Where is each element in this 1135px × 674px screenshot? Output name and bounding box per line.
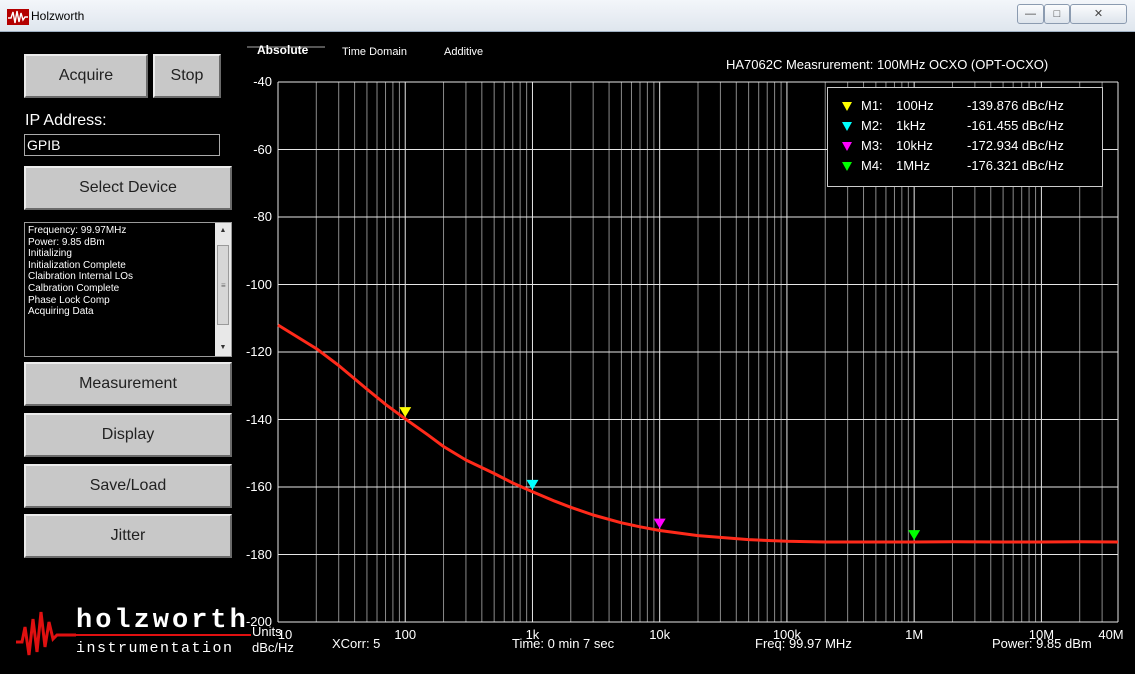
log-line: Phase Lock Comp <box>28 294 110 306</box>
legend-marker-name: M3: <box>861 138 883 153</box>
freq-status: Freq: 99.97 MHz <box>755 636 852 651</box>
x-tick-label: 10 <box>277 627 293 642</box>
y-tick-label: -40 <box>253 74 272 89</box>
tab-absolute[interactable]: Absolute <box>257 43 309 57</box>
log-line: Power: 9.85 dBm <box>28 236 105 248</box>
brand-word-holzworth: holzworth <box>76 606 249 636</box>
legend-marker-name: M1: <box>861 98 883 113</box>
marker-2-point[interactable] <box>526 479 539 490</box>
y-tick-label: -160 <box>245 479 272 494</box>
x-tick-label: 1M <box>905 627 924 642</box>
log-line: Acquiring Data <box>28 306 94 318</box>
log-line: Initializing <box>28 248 72 260</box>
scroll-down-arrow-icon[interactable]: ▼ <box>219 344 227 351</box>
legend-marker-value: -176.321 dBc/Hz <box>967 158 1064 173</box>
status-log[interactable]: Frequency: 99.97MHz Power: 9.85 dBm Init… <box>24 222 232 357</box>
log-scrollbar[interactable]: ▲ ≡ ▼ <box>215 223 231 356</box>
marker-3-point[interactable] <box>653 518 666 529</box>
marker-legend: M1: 100Hz -139.876 dBc/Hz M2: 1kHz -161.… <box>827 87 1103 187</box>
scroll-thumb[interactable]: ≡ <box>217 245 229 325</box>
legend-marker-name: M2: <box>861 118 883 133</box>
marker-m3-icon <box>842 142 852 151</box>
x-tick-label: 1k <box>525 627 540 642</box>
tab-additive[interactable]: Additive <box>444 46 484 58</box>
time-status: Time: 0 min 7 sec <box>512 636 615 651</box>
tab-time-domain[interactable]: Time Domain <box>342 46 407 58</box>
minimize-button[interactable]: — <box>1017 4 1044 24</box>
legend-marker-freq: 100Hz <box>896 98 934 113</box>
legend-marker-value: -139.876 dBc/Hz <box>967 98 1064 113</box>
jitter-button[interactable]: Jitter <box>24 514 232 558</box>
units-value: dBc/Hz <box>252 640 294 655</box>
log-line: Calbration Complete <box>28 282 120 294</box>
y-tick-label: -80 <box>253 209 272 224</box>
phase-noise-plot[interactable] <box>277 81 1119 623</box>
app-body: Acquire Stop IP Address: GPIB Select Dev… <box>6 32 1130 668</box>
scroll-up-arrow-icon[interactable]: ▲ <box>219 227 227 234</box>
x-tick-label: 100 <box>394 627 417 642</box>
legend-marker-value: -172.934 dBc/Hz <box>967 138 1064 153</box>
acquire-button[interactable]: Acquire <box>24 54 148 98</box>
legend-marker-value: -161.455 dBc/Hz <box>967 118 1064 133</box>
window-title: Holzworth <box>31 9 85 23</box>
power-status: Power: 9.85 dBm <box>992 636 1092 651</box>
units-label: Units <box>252 624 282 639</box>
x-tick-label: 100k <box>772 627 802 642</box>
ip-address-label: IP Address: <box>25 112 107 129</box>
log-line: Frequency: 99.97MHz <box>28 225 127 236</box>
marker-m2-icon <box>842 122 852 131</box>
y-tick-label: -100 <box>245 276 272 292</box>
ip-address-field[interactable]: GPIB <box>24 134 220 156</box>
marker-1-point[interactable] <box>399 407 412 418</box>
legend-row-m4: M4: 1MHz -176.321 dBc/Hz <box>828 156 1104 176</box>
x-tick-label: 40M <box>1098 627 1124 642</box>
noise-trace <box>277 323 1119 544</box>
legend-row-m2: M2: 1kHz -161.455 dBc/Hz <box>828 116 1104 136</box>
stop-button[interactable]: Stop <box>153 54 221 98</box>
chart-title: HA7062C Measrurement: 100MHz OCXO (OPT-O… <box>726 57 1049 72</box>
y-tick-label: -200 <box>245 614 272 629</box>
marker-m4-icon <box>842 162 852 171</box>
log-line: Initialization Complete <box>28 259 126 271</box>
legend-row-m3: M3: 10kHz -172.934 dBc/Hz <box>828 136 1104 156</box>
display-button[interactable]: Display <box>24 413 232 457</box>
brand-word-instrumentation: instrumentation <box>76 640 234 657</box>
units-readout: Units dBc/Hz <box>252 624 294 656</box>
marker-m1-icon <box>842 102 852 111</box>
select-device-button[interactable]: Select Device <box>24 166 232 210</box>
active-tab-indicator <box>247 46 325 48</box>
marker-4-point[interactable] <box>908 530 921 541</box>
x-tick-label: 10M <box>1028 627 1055 642</box>
legend-marker-freq: 1MHz <box>896 158 930 173</box>
xcorr-status: XCorr: 5 <box>332 636 381 651</box>
holzworth-logo: holzworth instrumentation <box>16 606 251 657</box>
app-logo-icon <box>7 9 29 25</box>
maximize-button[interactable]: □ <box>1044 4 1070 24</box>
measurement-button[interactable]: Measurement <box>24 362 232 406</box>
close-button[interactable]: ✕ <box>1070 4 1127 24</box>
title-bar: Holzworth — □ ✕ <box>0 0 1135 32</box>
y-tick-label: -120 <box>245 344 272 359</box>
legend-marker-name: M4: <box>861 158 883 173</box>
sidebar: Acquire Stop IP Address: GPIB Select Dev… <box>6 32 242 668</box>
y-tick-label: -140 <box>245 411 272 427</box>
log-line: Claibration Internal LOs <box>28 271 134 283</box>
y-tick-label: -60 <box>253 141 272 157</box>
save-load-button[interactable]: Save/Load <box>24 464 232 508</box>
legend-row-m1: M1: 100Hz -139.876 dBc/Hz <box>828 96 1104 116</box>
legend-marker-freq: 10kHz <box>896 138 933 153</box>
x-tick-label: 10k <box>649 627 671 642</box>
legend-marker-freq: 1kHz <box>896 118 926 133</box>
y-tick-label: -180 <box>245 546 272 562</box>
grip-icon: ≡ <box>221 281 226 290</box>
